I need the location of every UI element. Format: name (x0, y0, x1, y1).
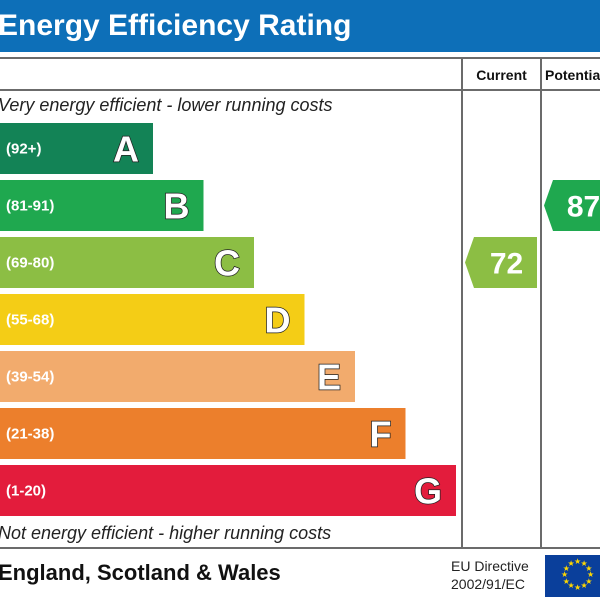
flag-star-icon: ★ (567, 581, 575, 591)
table-top-border (0, 57, 600, 59)
band-bar-f (0, 408, 406, 459)
region-label: England, Scotland & Wales (0, 560, 281, 585)
band-bar-e (0, 351, 355, 402)
potential-column-divider (540, 57, 542, 547)
potential-column-header: Potential (545, 67, 600, 83)
table-bottom-border (0, 547, 600, 549)
chart-title: Energy Efficiency Rating (0, 9, 352, 42)
band-bar-d (0, 294, 305, 345)
flag-star-icon: ★ (574, 557, 582, 566)
band-letter-f: F (370, 414, 392, 455)
current-column-header: Current (476, 67, 527, 83)
band-letter-b: B (164, 186, 190, 227)
band-range-c: (69-80) (6, 255, 54, 272)
band-bar-c (0, 237, 254, 288)
bottom-efficiency-note: Not energy efficient - higher running co… (0, 523, 332, 543)
potential-rating-arrow (544, 180, 600, 231)
eu-directive-number: 2002/91/EC (451, 576, 525, 592)
flag-star-icon: ★ (585, 576, 593, 586)
band-letter-c: C (214, 243, 240, 284)
flag-star-icon: ★ (574, 583, 582, 592)
band-bar-b (0, 180, 204, 231)
band-range-b: (81-91) (6, 198, 54, 215)
eu-flag-icon: ★ ★ ★ ★ ★ ★ ★ ★ ★ ★ ★ ★ (545, 555, 600, 597)
band-bar-g (0, 465, 456, 516)
band-range-f: (21-38) (6, 426, 54, 443)
band-range-e: (39-54) (6, 369, 54, 386)
band-bar-a (0, 123, 153, 174)
potential-rating-value: 87 (567, 191, 600, 224)
flag-star-icon: ★ (562, 563, 570, 573)
band-letter-e: E (317, 357, 341, 398)
flag-star-icon: ★ (587, 570, 595, 579)
flag-star-icon: ★ (585, 563, 593, 573)
top-efficiency-note: Very energy efficient - lower running co… (0, 95, 333, 115)
current-rating-arrow (465, 237, 537, 288)
eu-directive-label: EU Directive (451, 558, 529, 574)
flag-star-icon: ★ (562, 576, 570, 586)
band-letter-g: G (414, 471, 442, 512)
title-bar: Energy Efficiency Rating (0, 0, 600, 52)
flag-star-icon: ★ (580, 558, 588, 568)
band-range-d: (55-68) (6, 312, 54, 329)
band-letter-a: A (113, 129, 139, 170)
flag-star-icon: ★ (561, 570, 569, 579)
band-range-a: (92+) (6, 141, 41, 158)
flag-star-icon: ★ (567, 558, 575, 568)
current-rating-value: 72 (490, 248, 523, 281)
header-divider (0, 89, 600, 91)
band-range-g: (1-20) (6, 483, 46, 500)
band-letter-d: D (265, 300, 291, 341)
current-column-divider (461, 57, 463, 547)
flag-star-icon: ★ (580, 581, 588, 591)
